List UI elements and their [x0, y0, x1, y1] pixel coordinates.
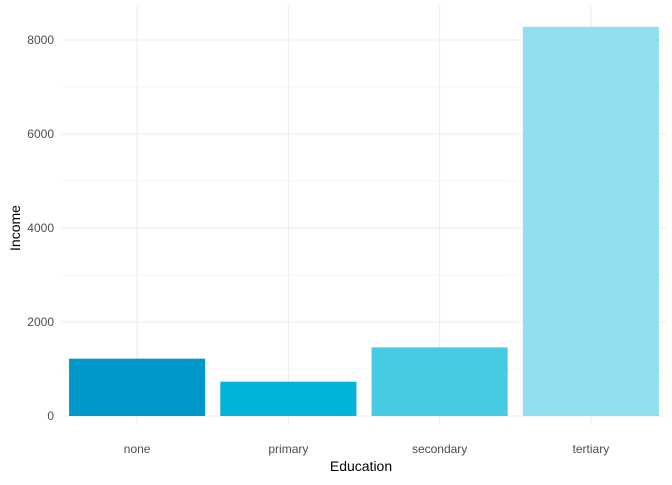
bar-secondary	[371, 347, 508, 416]
y-axis-ticks: 0 2000 4000 6000 8000	[27, 33, 54, 423]
bar-tertiary	[522, 26, 659, 417]
x-axis-ticks: none primary secondary tertiary	[124, 442, 609, 456]
x-tick-label: secondary	[412, 442, 467, 456]
y-axis-title: Income	[7, 205, 23, 251]
x-tick-label: primary	[268, 442, 308, 456]
bar-none	[69, 358, 206, 416]
y-tick-label: 4000	[27, 221, 54, 235]
y-tick-label: 2000	[27, 315, 54, 329]
y-tick-label: 0	[47, 409, 54, 423]
x-tick-label: none	[124, 442, 151, 456]
x-tick-label: tertiary	[573, 442, 610, 456]
y-tick-label: 8000	[27, 33, 54, 47]
bar-primary	[220, 381, 357, 416]
y-tick-label: 6000	[27, 127, 54, 141]
bars	[69, 26, 659, 417]
x-axis-title: Education	[330, 458, 392, 474]
